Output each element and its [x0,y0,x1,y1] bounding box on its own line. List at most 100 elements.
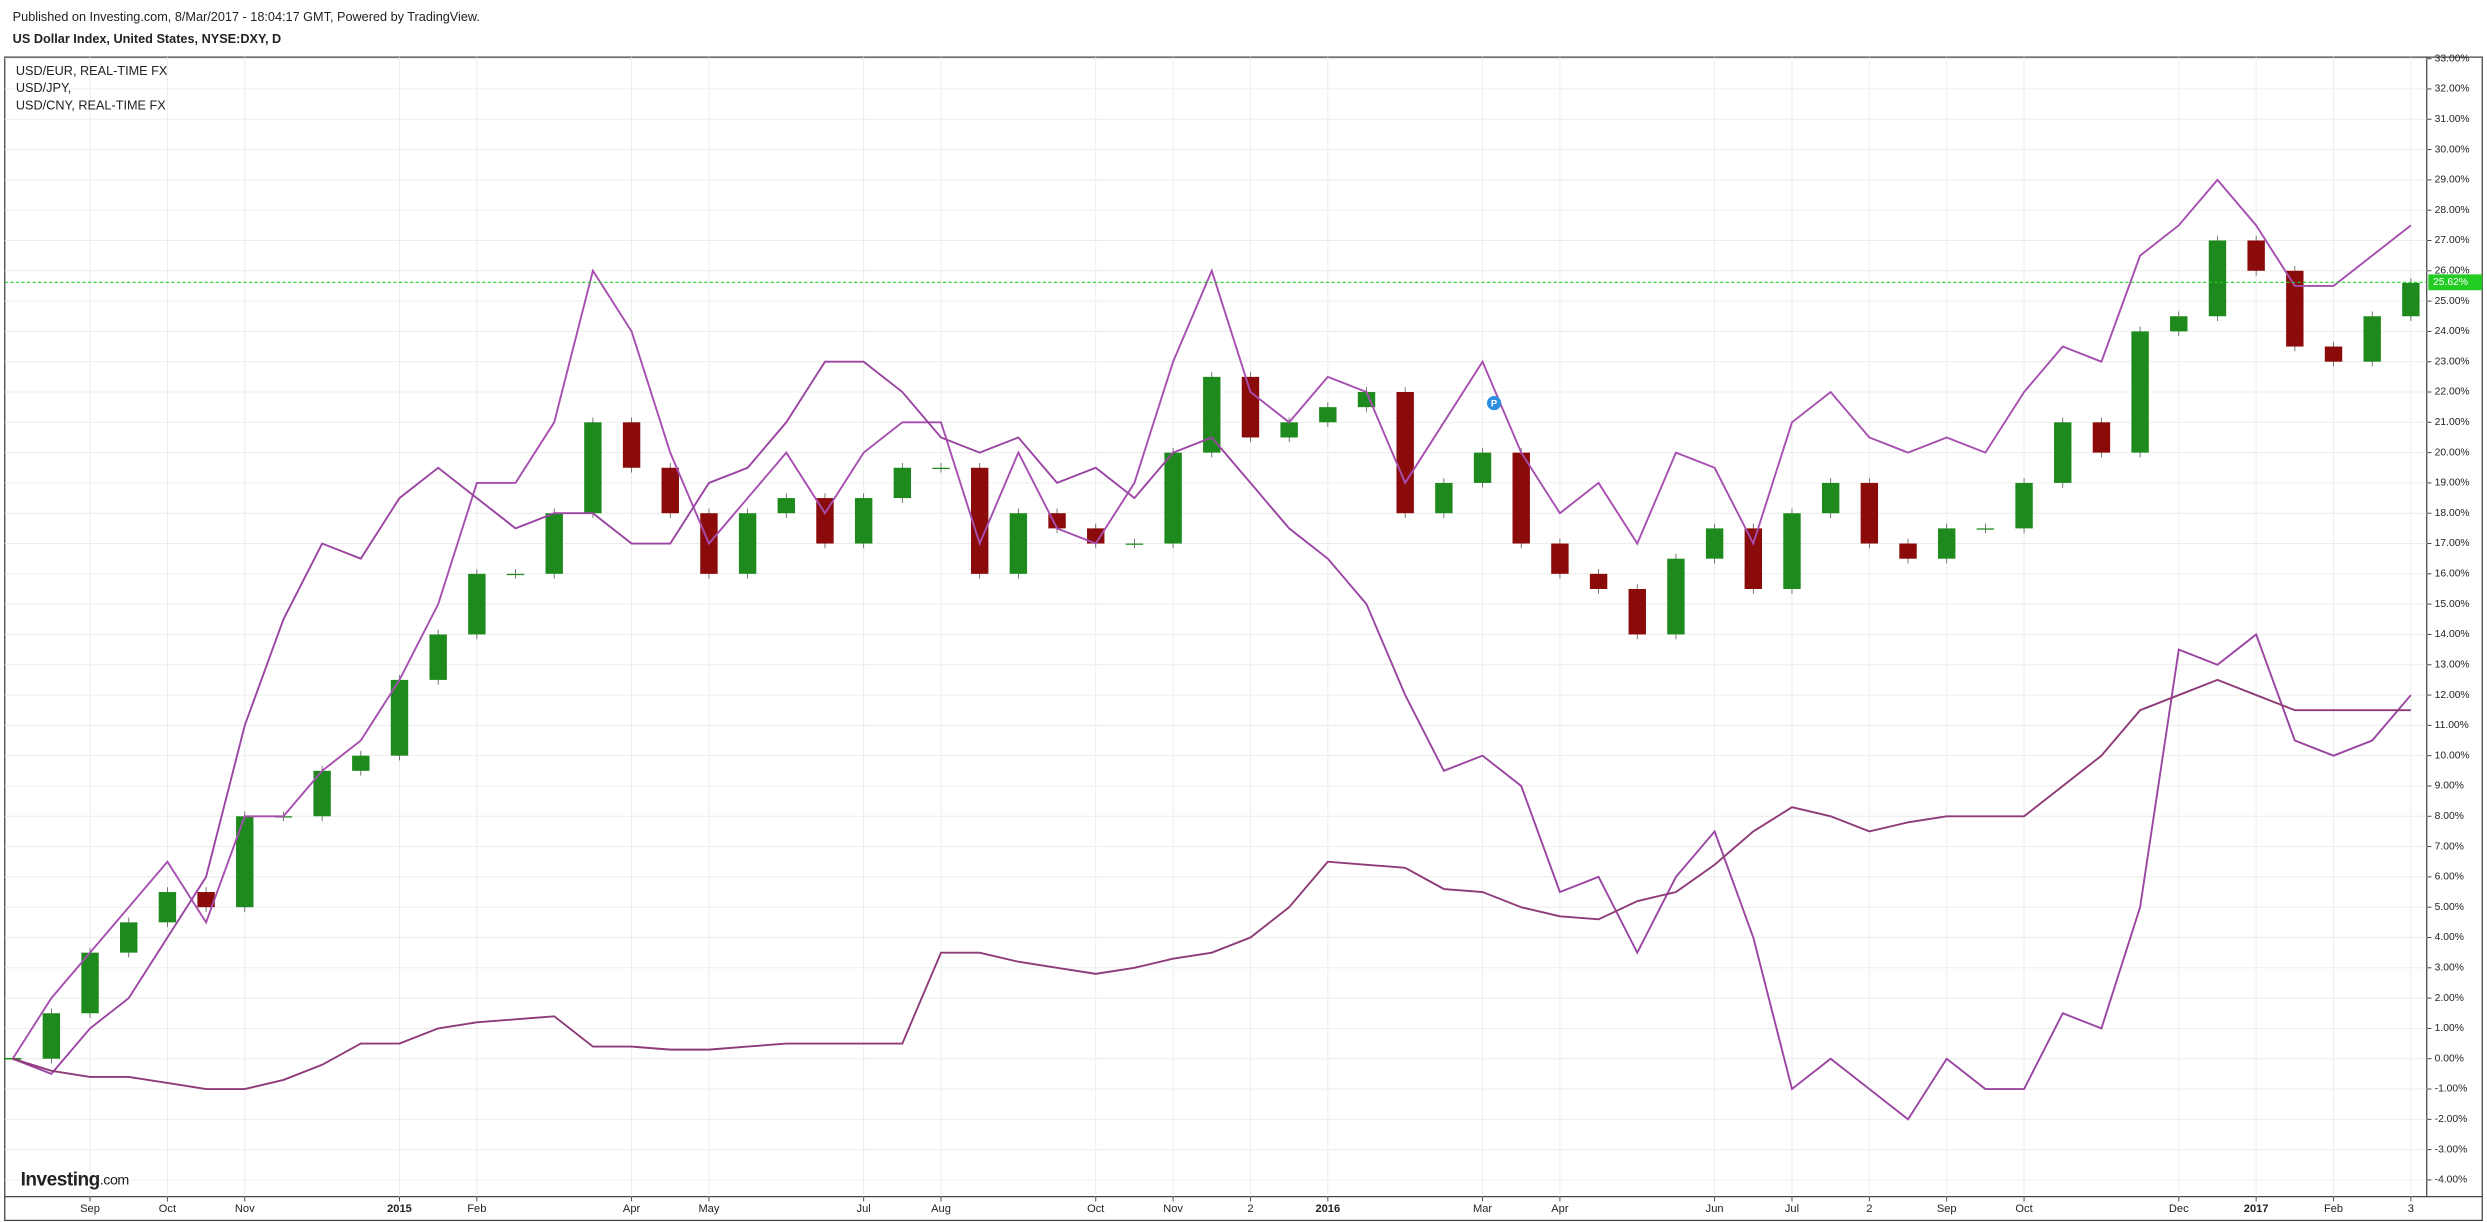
candle [2054,422,2072,483]
y-tick-label: 6.00% [2435,872,2464,883]
y-tick-label: 31.00% [2435,114,2470,125]
x-tick-label: Feb [2324,1203,2343,1215]
candle [661,467,679,514]
y-tick-label: -2.00% [2435,1114,2468,1125]
legend-entry: USD/CNY, REAL-TIME FX [16,99,166,113]
y-tick-label: 16.00% [2435,569,2470,580]
x-tick-label: Oct [1087,1203,1104,1215]
y-tick-label: 33.00% [2435,53,2470,64]
x-tick-label: Sep [1937,1203,1957,1215]
candle [1783,513,1801,589]
candle [2286,270,2304,347]
y-tick-label: 5.00% [2435,902,2464,913]
candle [197,892,215,908]
y-tick-label: 21.00% [2435,417,2470,428]
y-tick-label: 9.00% [2435,781,2464,792]
y-tick-label: -3.00% [2435,1144,2468,1155]
candle [42,1013,61,1059]
y-tick-label: 26.00% [2435,266,2470,277]
y-tick-label: 7.00% [2435,841,2464,852]
candle [1396,392,1414,514]
candle [2247,240,2265,271]
price-label: 25.62% [2433,277,2468,288]
candle [777,498,795,514]
candle [2402,282,2420,317]
candle [2092,422,2111,453]
candle [1744,528,1763,589]
y-tick-label: 29.00% [2435,175,2470,186]
candle [2170,316,2188,332]
y-tick-label: 4.00% [2435,932,2464,943]
y-tick-label: 15.00% [2435,599,2470,610]
labels: -4.00% -3.00% -2.00% -1.00% 0.00% 1.00% 2.00% 3… [16,53,2483,1215]
y-tick-label: 25.00% [2435,296,2470,307]
y-tick-label: 8.00% [2435,811,2464,822]
candle [352,755,370,771]
x-tick-label: May [698,1203,719,1215]
logo: Investing.com [21,1170,129,1191]
candle [1473,452,1492,483]
annotation-marker [1486,395,1502,411]
candle [932,467,950,470]
published-note: Published on Investing.com, 8/Mar/2017 -… [13,10,480,24]
chart-frame [4,56,2483,1222]
candle [81,952,99,1014]
x-tick-label: 2017 [2244,1203,2269,1215]
x-tick-label: Jun [1706,1203,1724,1215]
logo-suffix: .com [100,1173,129,1189]
candle [1628,588,1646,635]
series-line [12,678,2411,1090]
y-tick-label: 22.00% [2435,387,2470,398]
x-tick-label: Jul [1785,1203,1799,1215]
x-tick-label: 2 [1866,1203,1872,1215]
candle [1705,528,1724,559]
candle [1048,513,1066,529]
y-tick-label: 2.00% [2435,993,2464,1004]
x-tick-label: Dec [2169,1203,2189,1215]
candle [1512,452,1530,544]
candle [1319,407,1337,423]
y-tick-label: 27.00% [2435,235,2470,246]
y-tick-label: 23.00% [2435,356,2470,367]
x-tick-label: Nov [235,1203,255,1215]
plot: P [3,178,2427,1121]
candle [584,422,602,514]
candle [390,679,409,756]
series-line [11,178,2412,1060]
candle [1821,482,1840,514]
y-tick-label: 28.00% [2435,205,2470,216]
candle [970,467,989,574]
x-tick-label: Feb [467,1203,486,1215]
instrument-title: US Dollar Index, United States, NYSE:DXY… [13,32,282,46]
candle [1164,452,1182,544]
candle [1899,543,1917,559]
candle [2131,331,2149,453]
candle [816,498,834,544]
y-tick-label: 3.00% [2435,963,2464,974]
annotation-label: P [1491,398,1498,409]
y-tick-label: 18.00% [2435,508,2470,519]
x-tick-label: Aug [931,1203,951,1215]
x-tick-label: 2015 [387,1203,412,1215]
candle [158,892,177,923]
candle [313,770,331,817]
x-tick-label: Oct [2015,1203,2032,1215]
candle [2015,482,2033,529]
legend-entry: USD/JPY, [16,81,71,95]
candle [1087,528,1105,544]
candle [1203,376,1221,453]
candle [1435,482,1453,514]
candle [1125,543,1144,545]
x-tick-label: Apr [623,1203,641,1215]
candle [1667,558,1685,635]
y-tick-label: 11.00% [2435,720,2469,731]
y-tick-label: 30.00% [2435,144,2470,155]
candle [893,467,912,499]
y-tick-label: -4.00% [2435,1175,2468,1186]
x-tick-label: Oct [159,1203,176,1215]
x-tick-label: Jul [857,1203,871,1215]
y-tick-label: 24.00% [2435,326,2470,337]
y-tick-label: 20.00% [2435,447,2470,458]
